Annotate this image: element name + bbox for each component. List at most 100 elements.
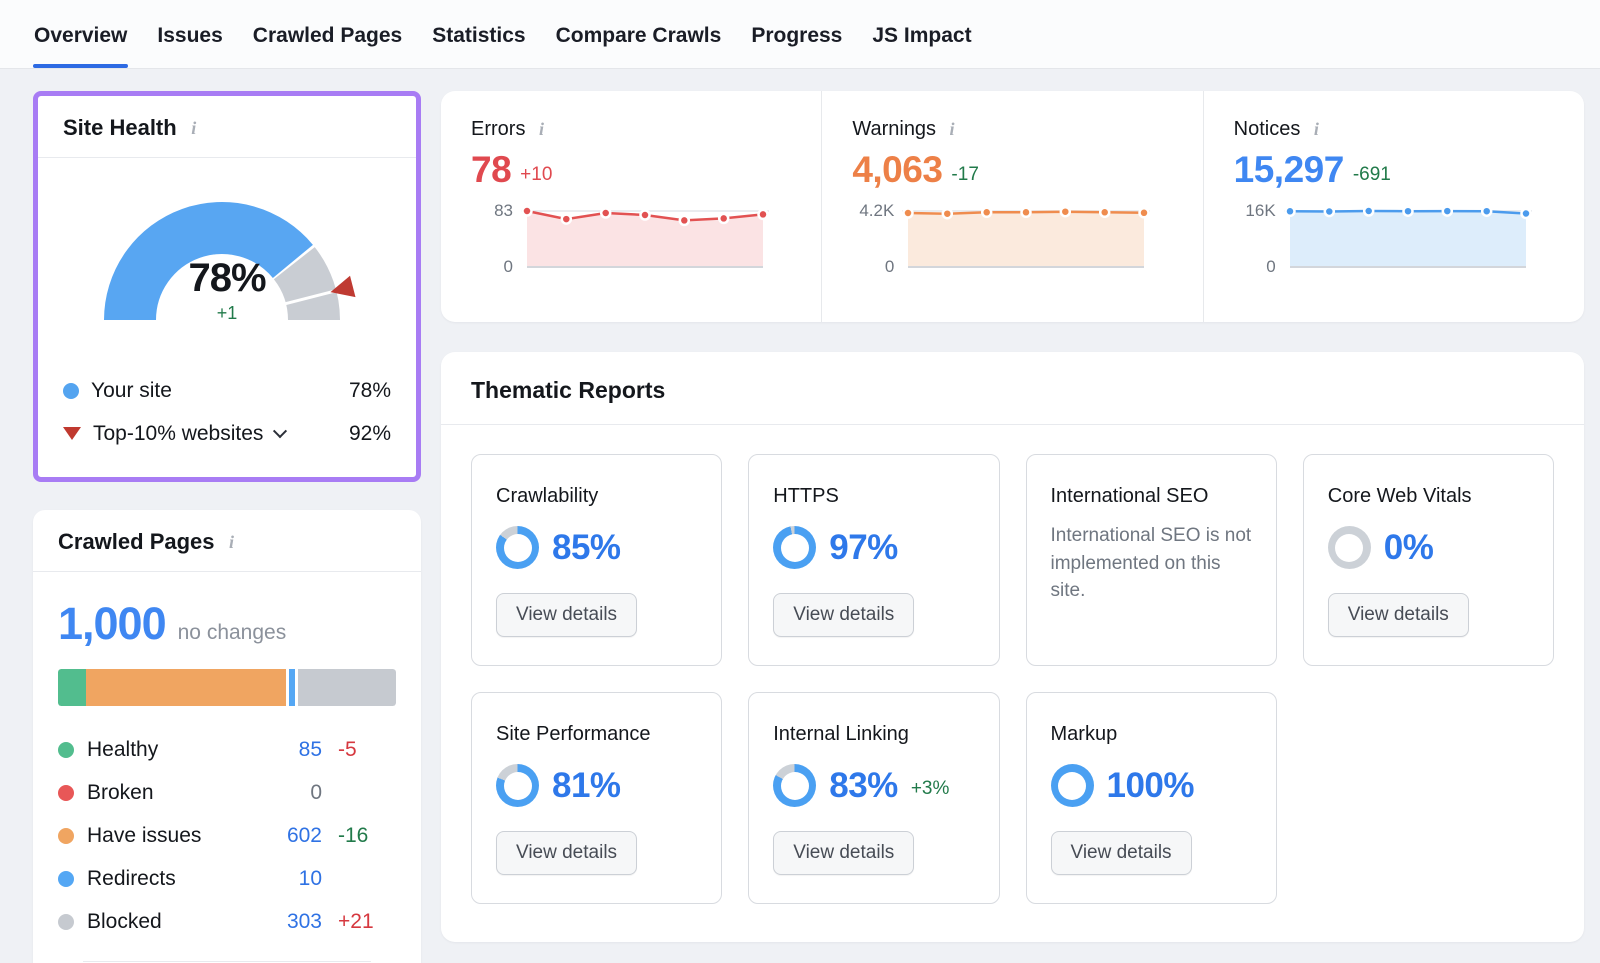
legend-row-have-issues: Have issues 602 -16 <box>58 814 396 857</box>
crawled-total-note: no changes <box>177 621 287 644</box>
card-title: HTTPS <box>773 485 839 507</box>
view-details-button[interactable]: View details <box>496 831 638 875</box>
view-details-button[interactable]: View details <box>773 831 915 875</box>
tab-issues[interactable]: Issues <box>157 24 223 47</box>
blocked-label: Blocked <box>87 909 162 933</box>
warnings-delta: -17 <box>951 164 979 185</box>
crawled-stacked-bar <box>58 669 396 706</box>
crawled-pages-panel: Crawled Pages 1,000 no changes Healthy 8… <box>33 510 421 963</box>
errors-ymin: 0 <box>503 257 513 276</box>
core-web-vitals-score: 0% <box>1383 527 1434 567</box>
card-site-performance: Site Performance 81% View details <box>471 692 723 904</box>
bar-segment <box>86 669 287 706</box>
card-title: International SEO <box>1050 485 1209 507</box>
healthy-value[interactable]: 85 <box>298 737 322 761</box>
legend-row-redirects: Redirects 10 <box>58 857 396 900</box>
empty-grid-slot <box>1303 692 1554 904</box>
top10-label: Top-10% websites <box>93 421 264 445</box>
tab-bar: Overview Issues Crawled Pages Statistics… <box>0 0 1600 69</box>
card-internal-linking: Internal Linking 83% +3% View details <box>748 692 1000 904</box>
warnings-section: Warnings 4,063 -17 4.2K 0 <box>821 91 1202 322</box>
tab-progress[interactable]: Progress <box>751 24 843 47</box>
info-icon[interactable] <box>225 532 239 553</box>
card-crawlability: Crawlability 85% View details <box>471 454 723 666</box>
legend-row-your-site: Your site 78% <box>63 369 391 412</box>
tab-compare-crawls[interactable]: Compare Crawls <box>555 24 722 47</box>
notices-ymin: 0 <box>1266 257 1276 276</box>
notices-count[interactable]: 15,297 <box>1233 149 1345 190</box>
info-icon[interactable] <box>945 118 959 141</box>
markup-score: 100% <box>1106 765 1195 805</box>
errors-ymax: 83 <box>494 201 513 220</box>
legend-row-broken: Broken 0 <box>58 771 396 814</box>
progress-ring-icon <box>773 526 817 569</box>
blocked-delta: +21 <box>338 909 374 933</box>
view-details-button[interactable]: View details <box>1327 593 1469 637</box>
healthy-dot-icon <box>58 741 74 758</box>
chevron-down-icon[interactable] <box>273 423 288 438</box>
notices-section: Notices 15,297 -691 16K 0 <box>1202 91 1584 322</box>
legend-row-top10: Top-10% websites 92% <box>63 412 391 455</box>
divider <box>83 961 371 962</box>
site-health-title: Site Health <box>63 115 177 140</box>
tab-crawled-pages[interactable]: Crawled Pages <box>252 24 403 47</box>
your-site-value: 78% <box>348 378 391 402</box>
crawlability-score: 85% <box>552 527 621 567</box>
your-site-label: Your site <box>91 378 172 402</box>
redirects-value[interactable]: 10 <box>298 866 322 890</box>
internal-linking-delta: +3% <box>910 777 950 799</box>
progress-ring-icon <box>1327 526 1371 569</box>
tab-overview[interactable]: Overview <box>33 0 129 68</box>
warnings-ymin: 0 <box>884 257 895 276</box>
thematic-reports-panel: Thematic Reports Crawlability 85% View d… <box>441 352 1584 942</box>
progress-ring-icon <box>1050 764 1094 807</box>
tab-js-impact[interactable]: JS Impact <box>872 24 972 47</box>
site-health-gauge: 78% +1 <box>87 180 367 353</box>
card-https: HTTPS 97% View details <box>748 454 1000 666</box>
notices-delta: -691 <box>1352 164 1391 185</box>
errors-delta: +10 <box>520 164 553 185</box>
https-score: 97% <box>829 527 898 567</box>
warnings-sparkline-chart <box>902 205 1151 268</box>
card-title: Internal Linking <box>773 723 909 745</box>
crawled-pages-title: Crawled Pages <box>58 529 215 554</box>
redirects-label: Redirects <box>87 866 176 890</box>
healthy-label: Healthy <box>87 737 159 761</box>
healthy-delta: -5 <box>338 737 357 761</box>
site-health-delta: +1 <box>216 303 238 323</box>
warnings-title: Warnings <box>852 118 937 140</box>
gauge-chart <box>104 202 356 322</box>
blocked-value[interactable]: 303 <box>286 909 322 933</box>
warnings-count[interactable]: 4,063 <box>852 149 943 190</box>
card-title: Site Performance <box>496 723 651 745</box>
tab-statistics[interactable]: Statistics <box>432 24 526 47</box>
info-icon[interactable] <box>1309 118 1323 141</box>
bar-segment <box>298 669 396 706</box>
benchmark-triangle-icon <box>63 427 81 440</box>
broken-value: 0 <box>310 780 322 804</box>
view-details-button[interactable]: View details <box>773 593 915 637</box>
have-issues-value[interactable]: 602 <box>286 823 322 847</box>
site-health-panel: Site Health 78% +1 Your site 78% <box>33 91 421 482</box>
card-international-seo: International SEO International SEO is n… <box>1025 454 1277 666</box>
errors-count[interactable]: 78 <box>471 149 512 190</box>
broken-dot-icon <box>58 784 74 801</box>
redirects-dot-icon <box>58 870 74 887</box>
broken-label: Broken <box>87 780 154 804</box>
legend-row-blocked: Blocked 303 +21 <box>58 900 396 943</box>
errors-section: Errors 78 +10 83 0 <box>441 91 821 322</box>
notices-title: Notices <box>1233 118 1301 140</box>
progress-ring-icon <box>773 764 817 807</box>
top10-value: 92% <box>348 421 391 445</box>
view-details-button[interactable]: View details <box>1050 831 1192 875</box>
bar-segment <box>58 669 87 706</box>
view-details-button[interactable]: View details <box>496 593 638 637</box>
info-icon[interactable] <box>187 118 201 139</box>
legend-row-healthy: Healthy 85 -5 <box>58 728 396 771</box>
card-title: Crawlability <box>496 485 599 507</box>
info-icon[interactable] <box>534 118 548 141</box>
bar-segment <box>289 669 296 706</box>
have-issues-label: Have issues <box>87 823 202 847</box>
warnings-ymax: 4.2K <box>859 201 895 220</box>
your-site-dot-icon <box>63 382 79 399</box>
